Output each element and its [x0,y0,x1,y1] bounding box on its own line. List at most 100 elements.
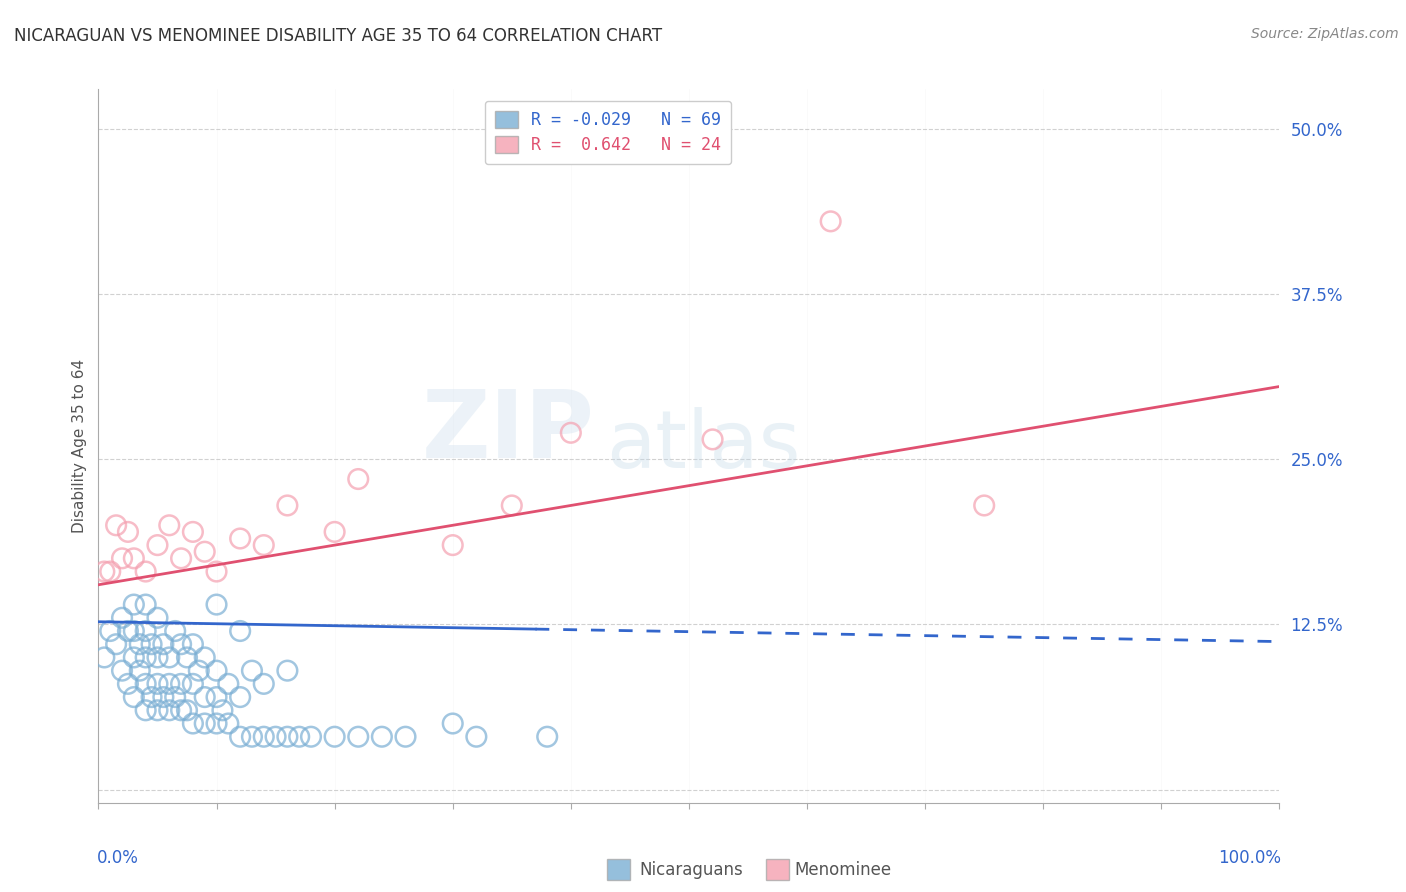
Point [105,637,128,651]
Point [135,650,157,665]
Point [170,677,193,691]
Point [122,624,145,638]
Point [560,425,582,440]
Point [217,716,239,731]
Point [135,677,157,691]
Point [111,611,134,625]
Text: Menominee: Menominee [794,861,891,879]
Point [141,637,163,651]
Point [157,650,180,665]
Point [205,664,228,678]
Point [135,565,157,579]
Point [536,730,558,744]
Point [323,730,346,744]
Point [157,677,180,691]
Point [111,664,134,678]
Text: Nicaraguans: Nicaraguans [640,861,744,879]
Point [98,565,121,579]
Y-axis label: Disability Age 35 to 64: Disability Age 35 to 64 [72,359,87,533]
Text: atlas: atlas [606,407,800,485]
Point [122,690,145,704]
Point [194,545,217,559]
Point [128,637,150,651]
Point [135,624,157,638]
Point [98,624,121,638]
Point [157,518,180,533]
Point [276,730,298,744]
Point [441,538,464,552]
Point [229,624,252,638]
Point [117,624,139,638]
Point [181,716,204,731]
Point [117,677,139,691]
Point [93,565,115,579]
Point [194,716,217,731]
Point [229,690,252,704]
Point [347,472,370,486]
Point [146,611,169,625]
Point [176,703,198,717]
Point [820,214,842,228]
Point [240,730,263,744]
Text: ZIP: ZIP [422,385,595,478]
Point [217,677,239,691]
Point [128,664,150,678]
Point [146,538,169,552]
Point [240,664,263,678]
Point [117,524,139,539]
Point [194,690,217,704]
Point [152,690,174,704]
Text: Source: ZipAtlas.com: Source: ZipAtlas.com [1251,27,1399,41]
Point [276,499,298,513]
Point [146,677,169,691]
Text: 0.0%: 0.0% [97,849,139,867]
Point [371,730,394,744]
Point [205,565,228,579]
Point [181,524,204,539]
Point [299,730,322,744]
Point [176,650,198,665]
Point [141,690,163,704]
Text: 100.0%: 100.0% [1218,849,1281,867]
Point [93,650,115,665]
Point [288,730,311,744]
Point [205,716,228,731]
Legend: R = -0.029   N = 69, R =  0.642   N = 24: R = -0.029 N = 69, R = 0.642 N = 24 [485,101,731,164]
Point [170,637,193,651]
Point [181,677,204,691]
Point [170,703,193,717]
Point [111,551,134,566]
Point [152,637,174,651]
Point [441,716,464,731]
Point [181,637,204,651]
Point [205,598,228,612]
Point [973,499,995,513]
Point [276,664,298,678]
Point [146,703,169,717]
Point [157,703,180,717]
Point [253,730,276,744]
Point [211,703,233,717]
Point [135,598,157,612]
Point [146,650,169,665]
Point [122,551,145,566]
Point [135,703,157,717]
Point [194,650,217,665]
Point [122,650,145,665]
Point [165,624,187,638]
Point [122,598,145,612]
Point [501,499,523,513]
Point [105,518,128,533]
Point [187,664,209,678]
Point [253,538,276,552]
Point [229,730,252,744]
Point [347,730,370,744]
Point [702,433,724,447]
Point [205,690,228,704]
Point [465,730,488,744]
Point [253,677,276,691]
Text: NICARAGUAN VS MENOMINEE DISABILITY AGE 35 TO 64 CORRELATION CHART: NICARAGUAN VS MENOMINEE DISABILITY AGE 3… [14,27,662,45]
Point [165,690,187,704]
Point [264,730,287,744]
Point [394,730,416,744]
